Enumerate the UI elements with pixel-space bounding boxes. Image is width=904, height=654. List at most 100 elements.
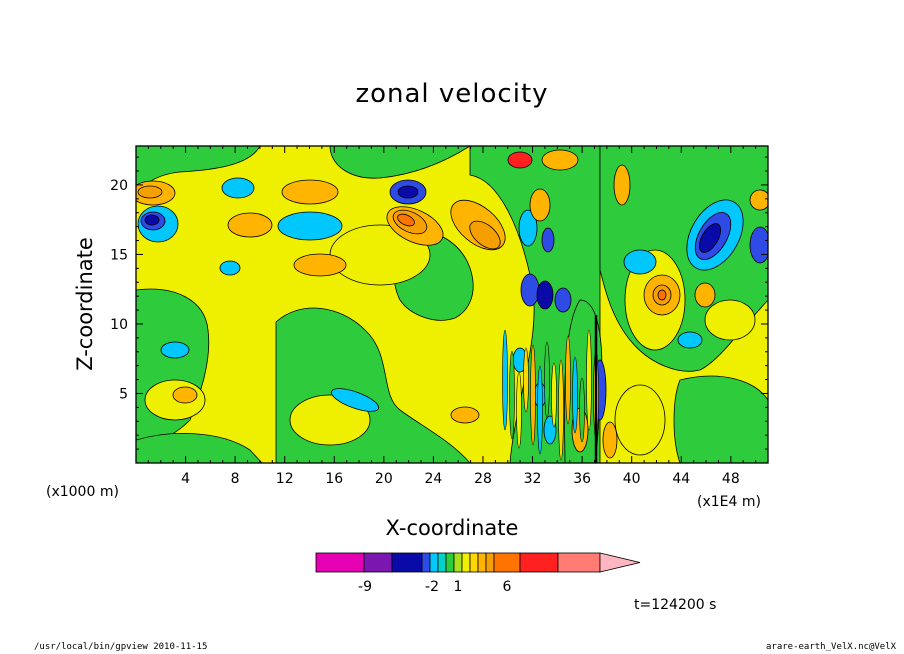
contour-region: [144, 379, 206, 421]
colorbar-swatch: [557, 552, 601, 573]
plume-streak: [579, 377, 585, 443]
chart-title: zonal velocity: [355, 79, 548, 109]
contour-region: [219, 260, 241, 276]
contour-region: [397, 185, 419, 199]
contour-region: [541, 227, 555, 253]
contour-region: [329, 146, 471, 179]
contour-region: [397, 213, 415, 227]
contour-region: [541, 149, 579, 171]
colorbar-swatch: [315, 552, 365, 573]
contour-region: [749, 226, 768, 264]
colorbar-swatch: [437, 552, 447, 573]
colorbar-swatch: [363, 552, 393, 573]
plot-area: [136, 146, 768, 463]
plume-streak: [565, 335, 571, 425]
colorbar-swatch: [445, 552, 455, 573]
x-tick-label: 20: [375, 471, 393, 487]
colorbar-swatch: [477, 552, 487, 573]
x-unit-label: (x1000 m): [46, 484, 119, 500]
colorbar-swatch: [485, 552, 495, 573]
colorbar-arrow: [599, 552, 641, 573]
y-tick-label: 10: [110, 317, 128, 333]
colorbar-swatch: [421, 552, 431, 573]
contour-region: [289, 394, 371, 446]
contour-region: [749, 189, 768, 211]
contour-region: [277, 211, 343, 241]
plume-streak: [551, 362, 557, 428]
colorbar-tick-label: -9: [358, 579, 372, 595]
contour-region: [657, 289, 667, 301]
y-tick-label: 5: [119, 386, 128, 402]
colorbar-ticks: -9 -2 1 6: [358, 579, 512, 595]
plume-streak: [523, 347, 529, 413]
contour-region: [221, 177, 255, 199]
contour-region: [144, 214, 160, 226]
contour-region: [677, 331, 703, 349]
plume-streak: [530, 344, 536, 446]
y-tick-label: 15: [110, 247, 128, 263]
footer-command: /usr/local/bin/gpview 2010-11-15: [34, 642, 208, 652]
colorbar-tick-label: 1: [454, 579, 463, 595]
colorbar-swatch: [391, 552, 423, 573]
x-tick-label: 4: [181, 471, 190, 487]
contour-region: [227, 212, 273, 238]
contour-region: [673, 375, 768, 463]
x-tick-label: 36: [573, 471, 591, 487]
y-tick-label: 20: [110, 178, 128, 194]
time-label: t=124200 s: [634, 597, 716, 613]
colorbar: [315, 552, 641, 573]
colorbar-swatch: [453, 552, 463, 573]
x-tick-label: 16: [325, 471, 343, 487]
contour-region: [613, 164, 631, 206]
x-tick-label: 44: [672, 471, 690, 487]
x-tick-label: 32: [524, 471, 542, 487]
x-tick-label: 12: [276, 471, 294, 487]
contour-region: [554, 287, 572, 313]
plume-streak: [509, 350, 515, 440]
x-tick-label: 24: [424, 471, 442, 487]
plume-streak: [544, 341, 550, 419]
x-axis: 4 8 12 16 20 24 28 32 36 40 44 48: [147, 146, 757, 487]
plume-streak: [586, 329, 592, 431]
y-unit-label: (x1E4 m): [697, 494, 761, 510]
colorbar-swatch: [519, 552, 559, 573]
contour-region: [623, 249, 657, 275]
colorbar-swatch: [429, 552, 439, 573]
plume-streak: [572, 356, 578, 434]
contour-region: [469, 220, 501, 250]
contour-region: [330, 388, 380, 412]
colorbar-swatch: [493, 552, 521, 573]
contour-region: [529, 188, 551, 222]
contour-region: [536, 280, 554, 310]
contour-region: [699, 223, 721, 253]
plume-streak: [516, 371, 522, 449]
colorbar-tick-label: -2: [425, 579, 439, 595]
plume-streak: [558, 359, 564, 461]
x-tick-label: 40: [623, 471, 641, 487]
contour-region: [160, 341, 190, 359]
x-tick-label: 8: [231, 471, 240, 487]
contour-region: [293, 253, 347, 277]
colorbar-swatch: [461, 552, 471, 573]
velocity-field: [136, 146, 768, 463]
colorbar-tick-label: 6: [503, 579, 512, 595]
contour-region: [518, 209, 538, 247]
footer-source: arare-earth_VelX.nc@VelX: [766, 642, 897, 652]
contour-region: [507, 151, 533, 169]
contour-region: [704, 299, 756, 341]
contour-region: [136, 433, 263, 463]
y-axis-label: Z-coordinate: [73, 237, 97, 371]
x-tick-label: 48: [722, 471, 740, 487]
contour-region: [602, 421, 618, 459]
contour-region: [137, 185, 163, 199]
plot-frame: [135, 145, 769, 464]
contour-region: [450, 406, 480, 424]
x-axis-label: X-coordinate: [386, 516, 519, 540]
contour-region: [520, 273, 540, 307]
contour-region: [614, 384, 666, 456]
contour-region: [694, 282, 716, 308]
x-tick-label: 28: [474, 471, 492, 487]
plume-streak: [502, 329, 508, 431]
y-axis: 5 10 15 20: [110, 156, 768, 450]
